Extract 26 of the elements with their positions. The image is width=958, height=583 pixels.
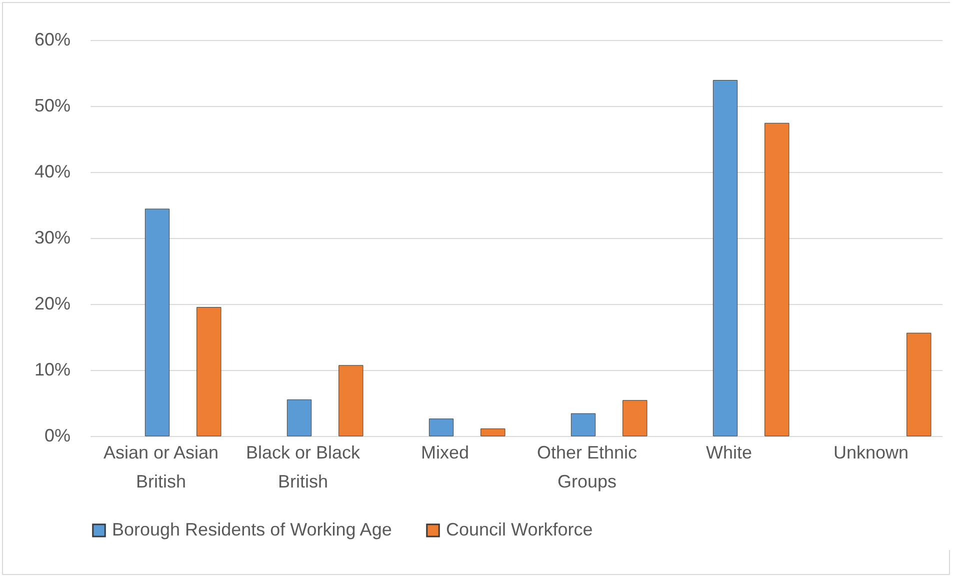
y-tick-label: 10% xyxy=(34,360,70,380)
x-tick-label: Other Ethnic Groups xyxy=(536,442,638,492)
bar xyxy=(712,80,738,436)
legend-label: Council Workforce xyxy=(446,519,593,540)
y-tick-label: 20% xyxy=(34,294,70,314)
y-tick-label: 30% xyxy=(34,228,70,248)
x-tick-label: Asian or Asian British xyxy=(103,442,219,492)
bar xyxy=(570,413,596,436)
legend-label: Borough Residents of Working Age xyxy=(112,519,392,540)
y-tick-label: 60% xyxy=(34,30,70,50)
y-tick-label: 50% xyxy=(34,96,70,116)
bar xyxy=(906,332,932,436)
x-tick-label: Unknown xyxy=(833,442,909,462)
x-tick-label: Black or Black British xyxy=(246,442,362,492)
bar xyxy=(764,122,790,436)
bar xyxy=(428,418,454,436)
bar xyxy=(480,428,506,436)
bar xyxy=(196,307,222,436)
x-tick-label: Mixed xyxy=(420,442,470,462)
bar xyxy=(338,365,364,436)
bar xyxy=(144,208,170,436)
bar xyxy=(622,400,648,436)
bar xyxy=(286,399,312,436)
y-tick-label: 0% xyxy=(44,426,70,446)
y-tick-label: 40% xyxy=(34,162,70,182)
x-tick-label: White xyxy=(706,442,752,462)
